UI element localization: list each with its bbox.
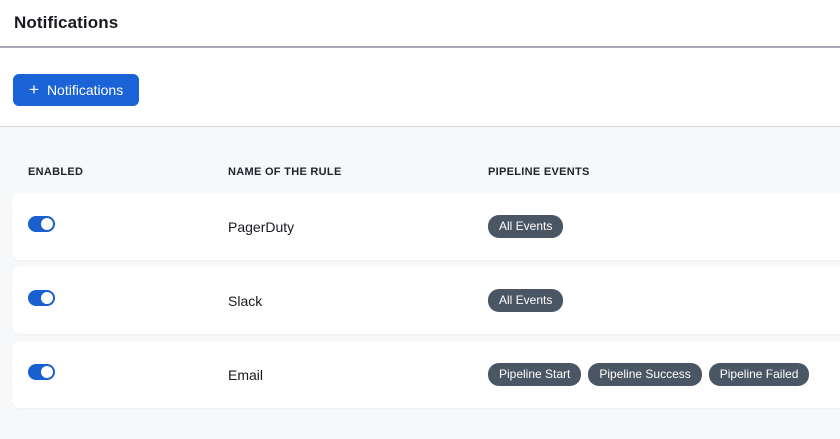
pipeline-events-cell: All Events [488, 215, 840, 238]
event-badge: Pipeline Start [488, 363, 582, 386]
column-header-pipeline-events: Pipeline Events [488, 166, 590, 178]
enabled-cell [28, 216, 228, 237]
toolbar: + Notifications [0, 48, 840, 126]
add-notifications-button-label: Notifications [46, 82, 124, 98]
page-header: Notifications [0, 0, 840, 33]
pipeline-events-cell: All Events [488, 289, 840, 312]
toggle-switch[interactable] [28, 290, 55, 306]
enabled-cell [28, 364, 228, 385]
rule-name: Slack [228, 292, 263, 309]
plus-icon: + [29, 79, 39, 99]
rule-name: Email [228, 366, 264, 383]
page-title: Notifications [14, 13, 119, 32]
table-header-row: Enabled Name of the rule Pipeline Events [12, 127, 840, 193]
event-badge: All Events [488, 289, 564, 312]
notifications-table: Enabled Name of the rule Pipeline Events… [0, 126, 840, 439]
event-badge: Pipeline Failed [708, 363, 810, 386]
header-divider [0, 46, 840, 48]
toggle-switch[interactable] [28, 216, 55, 232]
table-row: Slack All Events [12, 267, 840, 334]
toggle-knob [41, 218, 53, 230]
add-notifications-button[interactable]: + Notifications [13, 74, 140, 106]
table-row: Email Pipeline Start Pipeline Success Pi… [12, 341, 840, 408]
event-badge: Pipeline Success [588, 363, 702, 386]
toggle-knob [41, 366, 53, 378]
column-header-rule-name: Name of the rule [228, 166, 342, 178]
column-header-enabled: Enabled [28, 166, 84, 178]
rule-name: PagerDuty [228, 218, 295, 235]
pipeline-events-cell: Pipeline Start Pipeline Success Pipeline… [488, 363, 840, 386]
toggle-switch[interactable] [28, 364, 55, 380]
event-badge: All Events [488, 215, 564, 238]
enabled-cell [28, 290, 228, 311]
table-row: PagerDuty All Events [12, 193, 840, 260]
toggle-knob [41, 292, 53, 304]
